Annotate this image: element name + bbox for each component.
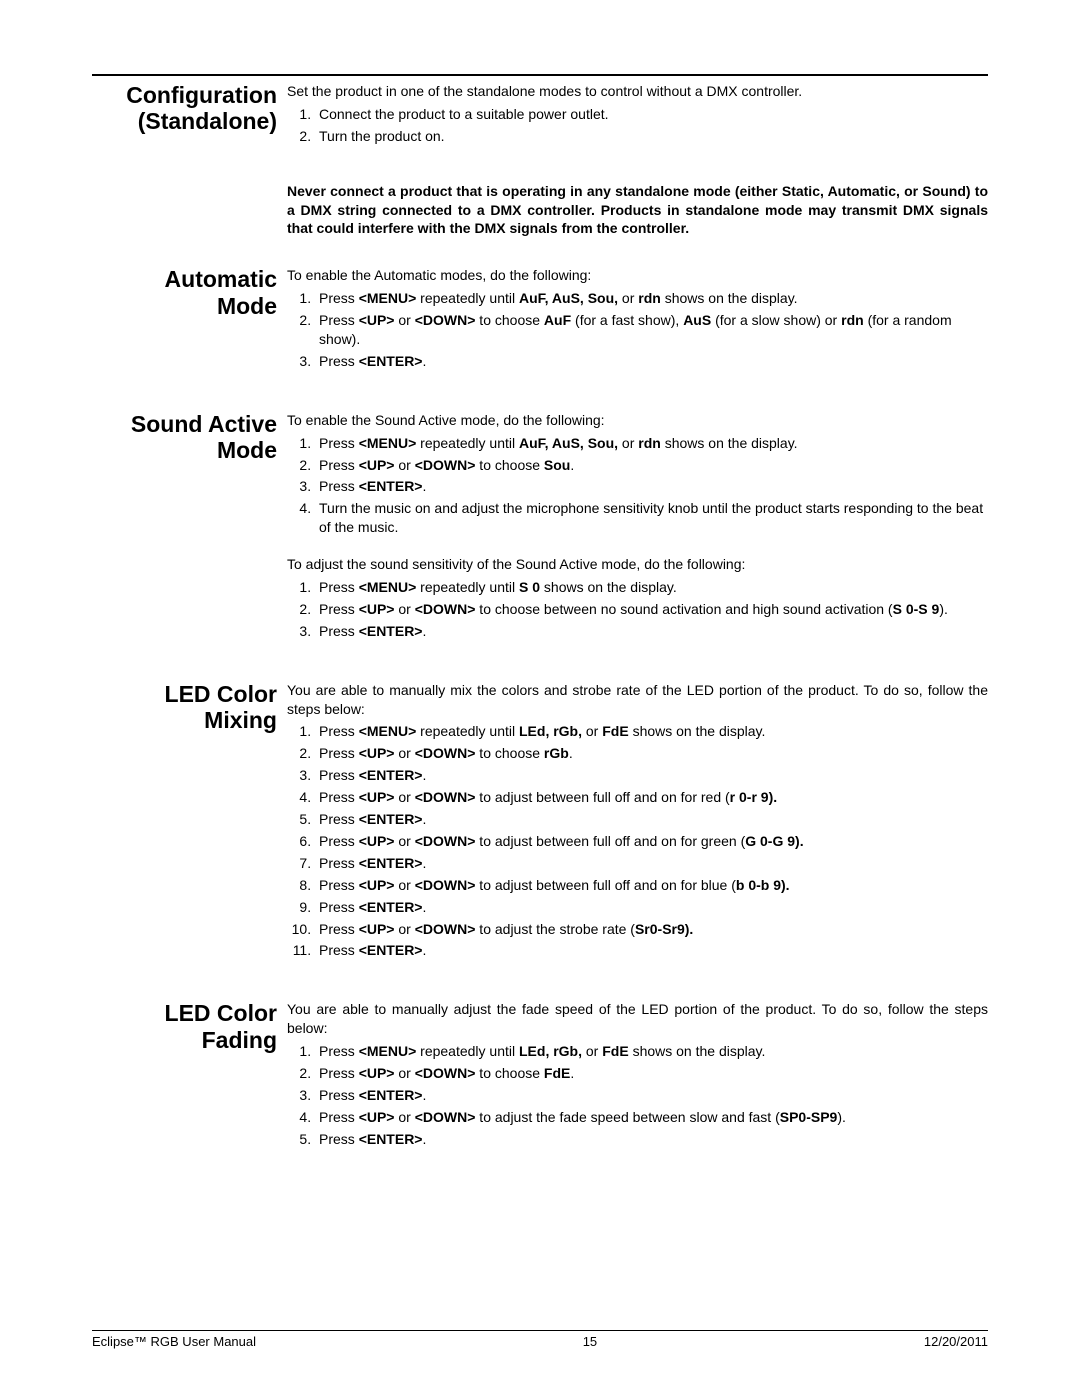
heading-line-2: Mode [217, 437, 277, 463]
heading-led-fading: LED Color Fading [92, 1000, 287, 1053]
body-configuration: Set the product in one of the standalone… [287, 82, 988, 152]
list-item: Press <UP> or <DOWN> to choose Sou. [315, 456, 988, 475]
mixing-intro: You are able to manually mix the colors … [287, 681, 988, 719]
heading-line-2: Fading [202, 1027, 277, 1053]
page-footer: Eclipse™ RGB User Manual 15 12/20/2011 [92, 1330, 988, 1349]
heading-line-1: Sound Active [131, 411, 277, 437]
heading-line-1: LED Color [165, 1000, 277, 1026]
heading-configuration: Configuration (Standalone) [92, 82, 287, 135]
spacer [92, 385, 988, 411]
list-item: Press <MENU> repeatedly until LEd, rGb, … [315, 1042, 988, 1061]
footer-row: Eclipse™ RGB User Manual 15 12/20/2011 [92, 1334, 988, 1349]
list-item: Press <UP> or <DOWN> to adjust between f… [315, 876, 988, 895]
section-sound-active: Sound Active Mode To enable the Sound Ac… [92, 411, 988, 647]
body-led-mixing: You are able to manually mix the colors … [287, 681, 988, 967]
list-item: Press <UP> or <DOWN> to adjust between f… [315, 832, 988, 851]
section-led-fading: LED Color Fading You are able to manuall… [92, 1000, 988, 1154]
list-item: Press <MENU> repeatedly until AuF, AuS, … [315, 434, 988, 453]
list-item: Press <ENTER>. [315, 941, 988, 960]
list-item: Press <ENTER>. [315, 854, 988, 873]
warning-block: Never connect a product that is operatin… [287, 182, 988, 239]
sound-sensitivity-steps: Press <MENU> repeatedly until S 0 shows … [287, 578, 988, 641]
mixing-steps: Press <MENU> repeatedly until LEd, rGb, … [287, 722, 988, 960]
list-item: Press <UP> or <DOWN> to choose FdE. [315, 1064, 988, 1083]
top-rule [92, 74, 988, 76]
sound-steps: Press <MENU> repeatedly until AuF, AuS, … [287, 434, 988, 537]
config-steps: Connect the product to a suitable power … [287, 105, 988, 146]
sound-intro: To enable the Sound Active mode, do the … [287, 411, 988, 430]
list-item: Press <UP> or <DOWN> to choose AuF (for … [315, 311, 988, 349]
list-item: Press <UP> or <DOWN> to choose between n… [315, 600, 988, 619]
heading-line-1: LED Color [165, 681, 277, 707]
fading-intro: You are able to manually adjust the fade… [287, 1000, 988, 1038]
spacer [92, 655, 988, 681]
heading-line-2: Mixing [204, 707, 277, 733]
heading-line-1: Configuration [126, 82, 277, 108]
config-intro: Set the product in one of the standalone… [287, 82, 988, 101]
list-item: Turn the product on. [315, 127, 988, 146]
section-led-mixing: LED Color Mixing You are able to manuall… [92, 681, 988, 967]
list-item: Turn the music on and adjust the microph… [315, 499, 988, 537]
footer-rule [92, 1330, 988, 1331]
heading-automatic: Automatic Mode [92, 266, 287, 319]
footer-page-number: 15 [583, 1334, 597, 1349]
list-item: Press <UP> or <DOWN> to adjust between f… [315, 788, 988, 807]
section-configuration: Configuration (Standalone) Set the produ… [92, 82, 988, 152]
heading-line-1: Automatic [165, 266, 277, 292]
list-item: Press <MENU> repeatedly until AuF, AuS, … [315, 289, 988, 308]
body-sound-active: To enable the Sound Active mode, do the … [287, 411, 988, 647]
list-item: Press <ENTER>. [315, 477, 988, 496]
footer-left: Eclipse™ RGB User Manual [92, 1334, 256, 1349]
heading-line-2: (Standalone) [138, 108, 277, 134]
fading-steps: Press <MENU> repeatedly until LEd, rGb, … [287, 1042, 988, 1148]
list-item: Press <UP> or <DOWN> to choose rGb. [315, 744, 988, 763]
list-item: Press <MENU> repeatedly until S 0 shows … [315, 578, 988, 597]
list-item: Press <ENTER>. [315, 622, 988, 641]
footer-date: 12/20/2011 [924, 1334, 988, 1349]
list-item: Press <ENTER>. [315, 1130, 988, 1149]
list-item: Press <ENTER>. [315, 766, 988, 785]
list-item: Press <ENTER>. [315, 1086, 988, 1105]
body-led-fading: You are able to manually adjust the fade… [287, 1000, 988, 1154]
spacer [92, 974, 988, 1000]
automatic-steps: Press <MENU> repeatedly until AuF, AuS, … [287, 289, 988, 371]
list-item: Press <UP> or <DOWN> to adjust the fade … [315, 1108, 988, 1127]
list-item: Press <ENTER>. [315, 810, 988, 829]
list-item: Connect the product to a suitable power … [315, 105, 988, 124]
heading-line-2: Mode [217, 293, 277, 319]
list-item: Press <ENTER>. [315, 898, 988, 917]
heading-sound-active: Sound Active Mode [92, 411, 287, 464]
automatic-intro: To enable the Automatic modes, do the fo… [287, 266, 988, 285]
list-item: Press <ENTER>. [315, 352, 988, 371]
section-automatic: Automatic Mode To enable the Automatic m… [92, 266, 988, 376]
heading-led-mixing: LED Color Mixing [92, 681, 287, 734]
body-automatic: To enable the Automatic modes, do the fo… [287, 266, 988, 376]
list-item: Press <MENU> repeatedly until LEd, rGb, … [315, 722, 988, 741]
list-item: Press <UP> or <DOWN> to adjust the strob… [315, 920, 988, 939]
sound-sub-intro: To adjust the sound sensitivity of the S… [287, 555, 988, 574]
page-container: Configuration (Standalone) Set the produ… [0, 0, 1080, 1397]
